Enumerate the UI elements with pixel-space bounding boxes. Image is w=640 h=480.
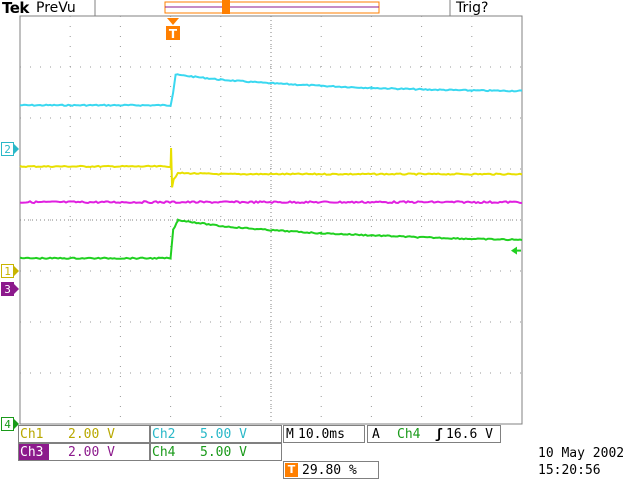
ch2-readout-box [150, 425, 282, 443]
trigger-slope-icon: ʃ [435, 427, 443, 442]
waveform-trace-2 [19, 147, 523, 188]
ch2-scale: 5.00 V [200, 427, 247, 442]
waveform-trace-3 [19, 200, 523, 205]
trigger-readout-box [367, 425, 501, 443]
channel-1-marker[interactable]: 1 [1, 264, 14, 278]
ch4-scale: 5.00 V [200, 445, 247, 460]
acquisition-mode: PreVu [36, 0, 76, 16]
timebase-readout-box [283, 425, 365, 443]
ch3-label-bg [19, 444, 49, 460]
trigger-position-readout-box [283, 461, 379, 479]
trigger-status: Trig? [456, 0, 489, 16]
date-readout: 10 May 2002 [538, 446, 625, 461]
ch1-label: Ch1 [20, 427, 44, 442]
trigger-level: 16.6 V [446, 427, 493, 442]
brand-logo: Tek [2, 0, 29, 17]
trigger-position-value: 29.80 % [302, 463, 357, 478]
channel-1-marker-pointer [14, 266, 19, 276]
trigger-level-arrow [510, 246, 517, 255]
channel-2-marker[interactable]: 2 [1, 141, 14, 156]
timebase-prefix: M [286, 427, 294, 442]
trigger-position-marker: T [166, 18, 180, 41]
ch4-label: Ch4 [152, 445, 176, 460]
ch3-label: Ch3 [20, 445, 44, 460]
trigger-marker-label: T [169, 27, 178, 41]
trigger-level-marker [510, 246, 521, 255]
waveform-traces [19, 73, 523, 260]
ch3-scale: 2.00 V [68, 445, 115, 460]
channel-4-marker-pointer [14, 419, 19, 429]
ch3-readout-box [18, 443, 150, 461]
channel-4-marker[interactable]: 4 [1, 417, 14, 431]
channel-3-marker-pointer [14, 283, 19, 294]
ch4-readout-box [150, 443, 282, 461]
trigger-prefix: A [372, 427, 380, 442]
ch1-scale: 2.00 V [68, 427, 115, 442]
waveform-trace-4 [19, 218, 523, 260]
trigger-position-icon: T [285, 463, 298, 477]
waveform-trace-1 [19, 73, 523, 107]
timebase-value: 10.0ms [298, 427, 345, 442]
ch2-label: Ch2 [152, 427, 176, 442]
graticule [19, 15, 523, 425]
time-readout: 15:20:56 [538, 463, 601, 478]
ch1-readout-box [18, 425, 150, 443]
channel-3-marker[interactable]: 3 [1, 281, 14, 296]
record-position-bar [164, 0, 380, 14]
trigger-channel: Ch4 [397, 427, 421, 442]
channel-2-marker-pointer [14, 143, 19, 154]
